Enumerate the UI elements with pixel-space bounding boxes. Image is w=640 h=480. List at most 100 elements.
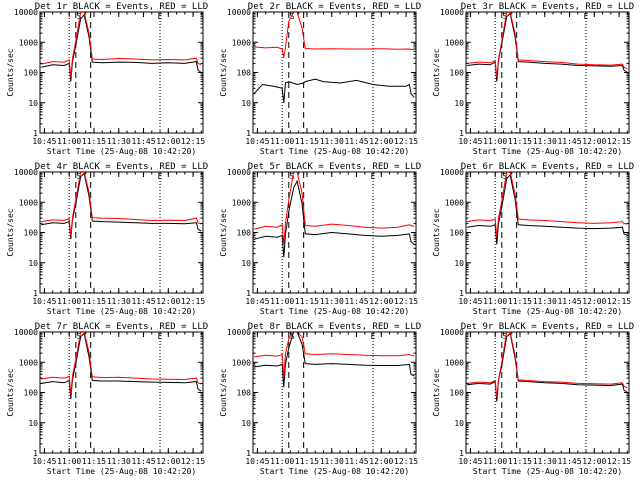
panel-title: Det 3r BLACK = Events, RED = LLD — [461, 2, 634, 12]
y-tick-label: 10 — [28, 99, 38, 108]
y-axis-label: Counts/sec — [432, 368, 441, 416]
marker-e: E — [584, 172, 589, 181]
x-axis-label: Start Time (25-Aug-08 10:42:20) — [260, 467, 409, 476]
x-tick-label: 11:30 — [107, 297, 131, 306]
series-lld — [467, 172, 628, 238]
x-tick-label: 12:15 — [181, 137, 205, 146]
series-events — [40, 13, 202, 82]
x-tick-label: 11:45 — [557, 297, 581, 306]
y-tick-label: 1 — [246, 449, 251, 458]
series-lld — [254, 12, 415, 59]
marker-s: S — [503, 332, 508, 341]
x-tick-label: 11:45 — [131, 457, 155, 466]
x-tick-label: 11:00 — [57, 457, 81, 466]
x-tick-label: 11:30 — [320, 137, 344, 146]
y-tick-label: 100 — [450, 389, 465, 398]
y-axis-label: Counts/sec — [6, 208, 15, 256]
marker-e: E — [158, 332, 163, 341]
x-tick-label: 11:45 — [557, 137, 581, 146]
y-axis-label: Counts/sec — [6, 368, 15, 416]
x-tick-label: 11:00 — [57, 137, 81, 146]
series-events — [253, 179, 415, 258]
y-tick-label: 10 — [241, 99, 251, 108]
plot-frame — [465, 171, 630, 294]
y-tick-label: 10 — [454, 419, 464, 428]
panel-title: Det 7r BLACK = Events, RED = LLD — [35, 322, 208, 332]
x-tick-label: 12:15 — [607, 297, 631, 306]
y-tick-label: 10 — [454, 99, 464, 108]
series-events — [467, 12, 628, 82]
y-tick-label: 10000 — [14, 328, 38, 337]
y-tick-label: 10000 — [227, 8, 251, 17]
x-tick-label: 11:15 — [82, 297, 106, 306]
x-tick-label: 12:15 — [394, 137, 418, 146]
panel-title: Det 5r BLACK = Events, RED = LLD — [248, 162, 421, 172]
x-axis-label: Start Time (25-Aug-08 10:42:20) — [47, 307, 196, 316]
x-tick-label: 11:15 — [508, 297, 532, 306]
y-axis-label: Counts/sec — [432, 208, 441, 256]
plot-frame — [252, 11, 417, 134]
series-events — [254, 332, 415, 388]
y-tick-label: 10 — [454, 259, 464, 268]
y-tick-label: 10 — [28, 419, 38, 428]
y-tick-label: 10000 — [440, 8, 464, 17]
series-events — [467, 332, 628, 402]
x-tick-label: 10:45 — [32, 297, 56, 306]
y-tick-label: 1 — [33, 289, 38, 298]
x-tick-label: 11:00 — [483, 137, 507, 146]
x-tick-label: 11:00 — [483, 297, 507, 306]
y-tick-label: 10000 — [440, 328, 464, 337]
plot-frame — [39, 171, 204, 294]
x-tick-label: 10:45 — [32, 137, 56, 146]
x-axis-label: Start Time (25-Aug-08 10:42:20) — [473, 467, 622, 476]
panel-title: Det 6r BLACK = Events, RED = LLD — [461, 162, 634, 172]
plot-frame — [465, 11, 630, 134]
x-axis-label: Start Time (25-Aug-08 10:42:20) — [260, 307, 409, 316]
x-tick-label: 11:30 — [533, 297, 557, 306]
x-tick-label: 11:45 — [131, 137, 155, 146]
x-axis-label: Start Time (25-Aug-08 10:42:20) — [473, 147, 622, 156]
plot-frame — [39, 331, 204, 454]
x-tick-label: 11:15 — [295, 297, 319, 306]
y-tick-label: 1000 — [232, 198, 251, 207]
marker-s: S — [503, 172, 508, 181]
marker-e: E — [584, 12, 589, 21]
x-tick-label: 10:45 — [245, 137, 269, 146]
panel-title: Det 1r BLACK = Events, RED = LLD — [35, 2, 208, 12]
x-axis-label: Start Time (25-Aug-08 10:42:20) — [47, 147, 196, 156]
marker-s: S — [290, 12, 295, 21]
x-tick-label: 11:45 — [344, 457, 368, 466]
marker-e: E — [158, 172, 163, 181]
x-tick-label: 12:15 — [394, 297, 418, 306]
y-tick-label: 10000 — [227, 168, 251, 177]
series-events — [253, 78, 415, 103]
x-axis-label: Start Time (25-Aug-08 10:42:20) — [473, 307, 622, 316]
y-tick-label: 1000 — [232, 38, 251, 47]
x-tick-label: 12:00 — [369, 137, 393, 146]
panel-title: Det 4r BLACK = Events, RED = LLD — [35, 162, 208, 172]
y-tick-label: 100 — [24, 69, 39, 78]
y-axis-label: Counts/sec — [432, 48, 441, 96]
marker-e: E — [371, 332, 376, 341]
x-tick-label: 11:15 — [295, 137, 319, 146]
x-tick-label: 12:15 — [607, 137, 631, 146]
y-tick-label: 1000 — [445, 38, 464, 47]
x-tick-label: 11:30 — [107, 137, 131, 146]
y-tick-label: 10 — [241, 419, 251, 428]
y-tick-label: 1 — [246, 289, 251, 298]
y-tick-label: 100 — [450, 229, 465, 238]
x-tick-label: 11:30 — [320, 297, 344, 306]
marker-e: E — [371, 172, 376, 181]
x-tick-label: 10:45 — [458, 297, 482, 306]
y-axis-label: Counts/sec — [6, 48, 15, 96]
y-tick-label: 100 — [24, 229, 39, 238]
y-tick-label: 1 — [33, 129, 38, 138]
